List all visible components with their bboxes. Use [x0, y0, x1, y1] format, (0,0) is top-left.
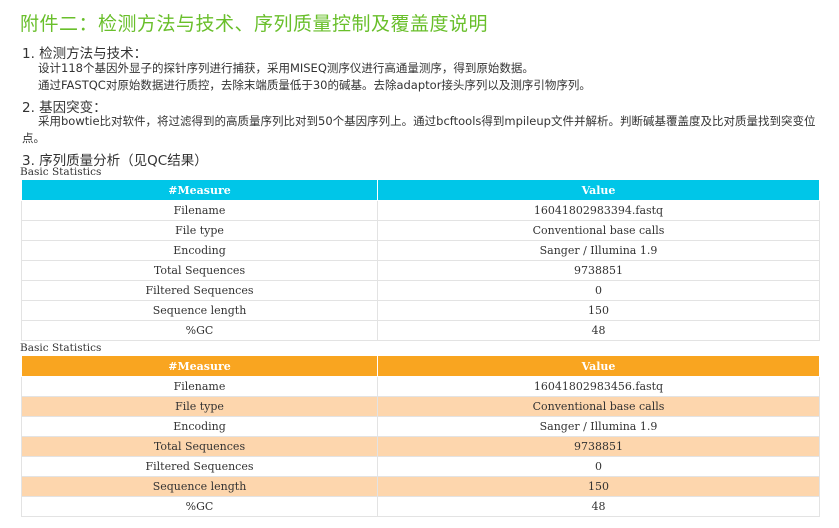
- table-row: Encoding Sanger / Illumina 1.9: [21, 240, 820, 261]
- column-header-value: Value: [377, 355, 820, 377]
- column-header-measure: #Measure: [21, 179, 378, 201]
- value-cell: 16041802983394.fastq: [377, 200, 820, 221]
- basic-statistics-table-2: #Measure Value Filename 16041802983456.fa…: [21, 355, 820, 517]
- value-cell: 150: [377, 476, 820, 497]
- section-3-heading: 3. 序列质量分析（见QC结果）: [22, 153, 208, 169]
- measure-cell: File type: [21, 220, 378, 241]
- column-header-measure: #Measure: [21, 355, 378, 377]
- measure-cell: File type: [21, 396, 378, 417]
- measure-cell: Sequence length: [21, 476, 378, 497]
- table-header-row: #Measure Value: [21, 179, 820, 201]
- table-row: Total Sequences 9738851: [21, 436, 820, 457]
- measure-cell: Filtered Sequences: [21, 456, 378, 477]
- measure-cell: Filename: [21, 376, 378, 397]
- table-row: %GC 48: [21, 496, 820, 517]
- value-cell: Sanger / Illumina 1.9: [377, 240, 820, 261]
- value-cell: 0: [377, 456, 820, 477]
- section-1-body: 设计118个基因外显子的探针序列进行捕获，采用MISEQ测序仪进行高通量测序，得…: [22, 60, 822, 94]
- value-cell: 16041802983456.fastq: [377, 376, 820, 397]
- value-cell: Sanger / Illumina 1.9: [377, 416, 820, 437]
- measure-cell: Filename: [21, 200, 378, 221]
- measure-cell: Total Sequences: [21, 436, 378, 457]
- section-1-line: 通过FASTQC对原始数据进行质控，去除末端质量低于30的碱基。去除adapto…: [38, 78, 591, 92]
- measure-cell: Filtered Sequences: [21, 280, 378, 301]
- table-row: Filename 16041802983394.fastq: [21, 200, 820, 221]
- table-row: Total Sequences 9738851: [21, 260, 820, 281]
- table-row: Filename 16041802983456.fastq: [21, 376, 820, 397]
- table-row: File type Conventional base calls: [21, 396, 820, 417]
- value-cell: Conventional base calls: [377, 396, 820, 417]
- table-row: Filtered Sequences 0: [21, 280, 820, 301]
- measure-cell: Encoding: [21, 240, 378, 261]
- section-2-line: 采用bowtie比对软件，将过滤得到的高质量序列比对到50个基因序列上。通过bc…: [22, 114, 816, 145]
- value-cell: 150: [377, 300, 820, 321]
- value-cell: 9738851: [377, 260, 820, 281]
- basic-statistics-table-1: #Measure Value Filename 16041802983394.fa…: [21, 179, 820, 341]
- column-header-value: Value: [377, 179, 820, 201]
- table-row: File type Conventional base calls: [21, 220, 820, 241]
- section-1-line: 设计118个基因外显子的探针序列进行捕获，采用MISEQ测序仪进行高通量测序，得…: [38, 61, 534, 75]
- section-2-heading: 2. 基因突变：: [22, 100, 107, 116]
- table-row: %GC 48: [21, 320, 820, 341]
- table-header-row: #Measure Value: [21, 355, 820, 377]
- value-cell: 0: [377, 280, 820, 301]
- table-1-caption: Basic Statistics: [20, 166, 102, 178]
- table-row: Filtered Sequences 0: [21, 456, 820, 477]
- section-2-body: 采用bowtie比对软件，将过滤得到的高质量序列比对到50个基因序列上。通过bc…: [22, 113, 822, 147]
- value-cell: 9738851: [377, 436, 820, 457]
- measure-cell: %GC: [21, 496, 378, 517]
- section-1-heading: 1. 检测方法与技术：: [22, 46, 148, 62]
- table-row: Sequence length 150: [21, 476, 820, 497]
- table-2-caption: Basic Statistics: [20, 342, 102, 354]
- table-row: Sequence length 150: [21, 300, 820, 321]
- measure-cell: Sequence length: [21, 300, 378, 321]
- measure-cell: Encoding: [21, 416, 378, 437]
- table-row: Encoding Sanger / Illumina 1.9: [21, 416, 820, 437]
- value-cell: 48: [377, 320, 820, 341]
- value-cell: 48: [377, 496, 820, 517]
- measure-cell: Total Sequences: [21, 260, 378, 281]
- page-title: 附件二：检测方法与技术、序列质量控制及覆盖度说明: [20, 13, 489, 35]
- value-cell: Conventional base calls: [377, 220, 820, 241]
- measure-cell: %GC: [21, 320, 378, 341]
